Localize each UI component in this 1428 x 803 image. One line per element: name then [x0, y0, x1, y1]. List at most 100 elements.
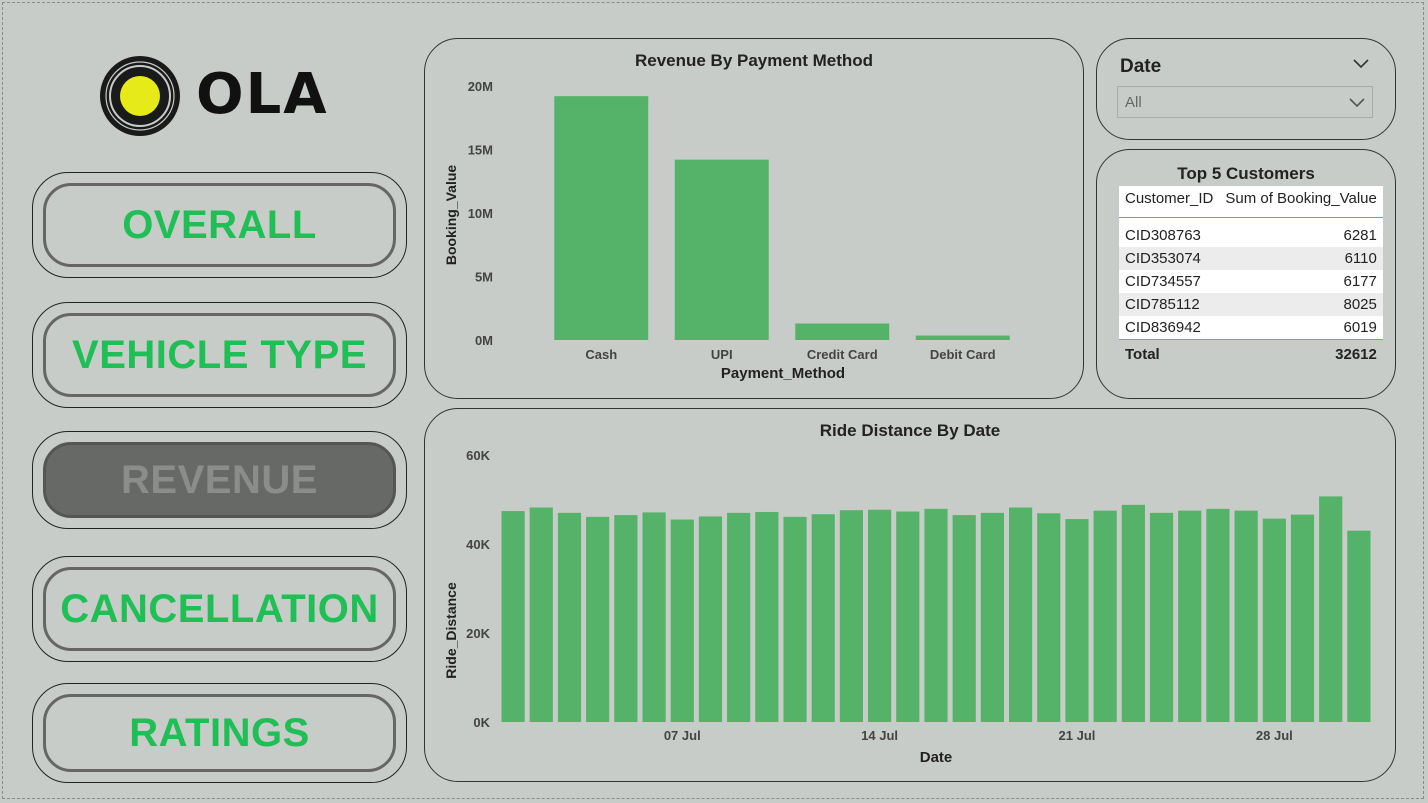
y-tick-label: 5M: [475, 270, 493, 285]
bar[interactable]: [1206, 508, 1230, 722]
date-dropdown[interactable]: All: [1117, 86, 1373, 118]
customer-id-cell: CID308763: [1119, 217, 1220, 247]
nav-revenue-frame: REVENUE: [32, 431, 407, 529]
ride-distance-title: Ride Distance By Date: [819, 421, 1001, 440]
bar[interactable]: [755, 511, 779, 722]
date-dropdown-value: All: [1125, 94, 1142, 111]
ride-distance-bar-chart: 0K 20K 40K 60K 07 Jul 14 Jul 21 Jul 28 Jul Date R…: [443, 448, 1371, 766]
customer-id-cell: CID836942: [1119, 316, 1220, 340]
nav-overall-frame: OVERALL: [32, 172, 407, 278]
x-tick-label: 21 Jul: [1059, 728, 1096, 743]
booking-value-cell: 6019: [1219, 316, 1383, 340]
top-customers-table: Customer_ID Sum of Booking_Value CID3087…: [1119, 186, 1383, 366]
bar[interactable]: [727, 512, 751, 722]
bar[interactable]: [1347, 530, 1371, 722]
bar[interactable]: [554, 96, 649, 340]
bar[interactable]: [1178, 510, 1202, 722]
bar[interactable]: [1093, 510, 1117, 722]
x-tick-label: UPI: [711, 347, 733, 362]
total-value: 32612: [1335, 346, 1377, 363]
bar[interactable]: [614, 515, 638, 722]
bar[interactable]: [586, 516, 610, 722]
nav-cancellation-button[interactable]: CANCELLATION: [43, 567, 396, 651]
nav-ratings-button[interactable]: RATINGS: [43, 694, 396, 772]
y-axis-label: Ride_Distance: [443, 582, 459, 679]
customer-id-cell: CID785112: [1119, 293, 1220, 316]
x-tick-label: 07 Jul: [664, 728, 701, 743]
x-tick-label: 14 Jul: [861, 728, 898, 743]
revenue-chart-panel: Revenue By Payment Method: [424, 38, 1084, 399]
bar[interactable]: [501, 511, 525, 722]
bar[interactable]: [529, 507, 553, 722]
table-row[interactable]: CID836942 6019: [1119, 316, 1383, 340]
booking-value-cell: 8025: [1219, 293, 1383, 316]
bar[interactable]: [670, 519, 694, 722]
top-customers-title: Top 5 Customers: [1177, 164, 1315, 183]
bar[interactable]: [1234, 510, 1258, 722]
x-tick-label: Credit Card: [807, 347, 878, 362]
x-axis-label: Payment_Method: [721, 365, 845, 382]
table-row[interactable]: CID734557 6177: [1119, 270, 1383, 293]
bar[interactable]: [1037, 513, 1061, 722]
bar[interactable]: [868, 509, 892, 722]
nav-revenue-button[interactable]: REVENUE: [43, 442, 396, 518]
x-tick-label: Cash: [585, 347, 617, 362]
x-tick-label: 28 Jul: [1256, 728, 1293, 743]
column-header-sum-booking-value[interactable]: Sum of Booking_Value: [1219, 186, 1383, 218]
bar[interactable]: [674, 159, 769, 340]
bar[interactable]: [915, 335, 1010, 340]
customer-id-cell: CID734557: [1119, 270, 1220, 293]
bar[interactable]: [924, 508, 948, 722]
bar[interactable]: [1008, 507, 1033, 722]
bar[interactable]: [1262, 518, 1286, 722]
bar[interactable]: [783, 516, 807, 722]
y-axis-label: Booking_Value: [443, 165, 459, 266]
bar[interactable]: [1149, 512, 1174, 722]
x-axis-label: Date: [920, 749, 953, 766]
y-tick-label: 20M: [468, 79, 493, 94]
y-tick-label: 60K: [466, 448, 490, 463]
bar[interactable]: [557, 512, 582, 722]
nav-cancellation-frame: CANCELLATION: [32, 556, 407, 662]
chevron-down-icon[interactable]: [1352, 56, 1370, 70]
table-row[interactable]: CID353074 6110: [1119, 247, 1383, 270]
bar[interactable]: [642, 512, 666, 722]
y-tick-label: 0M: [475, 333, 493, 348]
table-total-row: Total 32612: [1119, 340, 1383, 367]
bar[interactable]: [980, 512, 1004, 722]
table-row[interactable]: CID785112 8025: [1119, 293, 1383, 316]
date-slicer-panel: [1096, 38, 1396, 140]
ride-distance-panel: Ride Distance By Date: [424, 408, 1396, 782]
bar[interactable]: [952, 515, 976, 722]
bar[interactable]: [1121, 504, 1145, 722]
bar[interactable]: [839, 510, 864, 722]
nav-overall-button[interactable]: OVERALL: [43, 183, 396, 267]
bar[interactable]: [896, 511, 920, 722]
table-row[interactable]: CID308763 6281: [1119, 217, 1383, 247]
y-tick-label: 10M: [468, 206, 493, 221]
bar[interactable]: [795, 323, 890, 340]
revenue-chart-title: Revenue By Payment Method: [634, 51, 874, 70]
bar[interactable]: [1290, 514, 1315, 722]
bar[interactable]: [811, 514, 835, 722]
y-tick-label: 20K: [466, 626, 490, 641]
nav-ratings-frame: RATINGS: [32, 683, 407, 783]
y-tick-label: 40K: [466, 537, 490, 552]
customer-id-cell: CID353074: [1119, 247, 1220, 270]
booking-value-cell: 6177: [1219, 270, 1383, 293]
x-tick-label: Debit Card: [930, 347, 996, 362]
bar[interactable]: [1319, 496, 1343, 722]
table-header-row: Customer_ID Sum of Booking_Value: [1119, 186, 1383, 218]
revenue-bar-chart: 0M 5M 10M 15M 20M Cash UPI Credit Card Debit Car…: [443, 79, 1010, 382]
column-header-customer-id[interactable]: Customer_ID: [1119, 186, 1220, 218]
ola-logo: [100, 56, 180, 136]
brand-wordmark: OLA: [196, 62, 329, 127]
y-tick-label: 0K: [473, 715, 490, 730]
total-label: Total: [1125, 346, 1160, 363]
bar[interactable]: [698, 516, 723, 722]
nav-vehicle-type-button[interactable]: VEHICLE TYPE: [43, 313, 396, 397]
chevron-down-icon: [1349, 98, 1365, 108]
booking-value-cell: 6281: [1219, 217, 1383, 247]
date-slicer-title: Date: [1120, 56, 1162, 77]
bar[interactable]: [1065, 519, 1089, 722]
